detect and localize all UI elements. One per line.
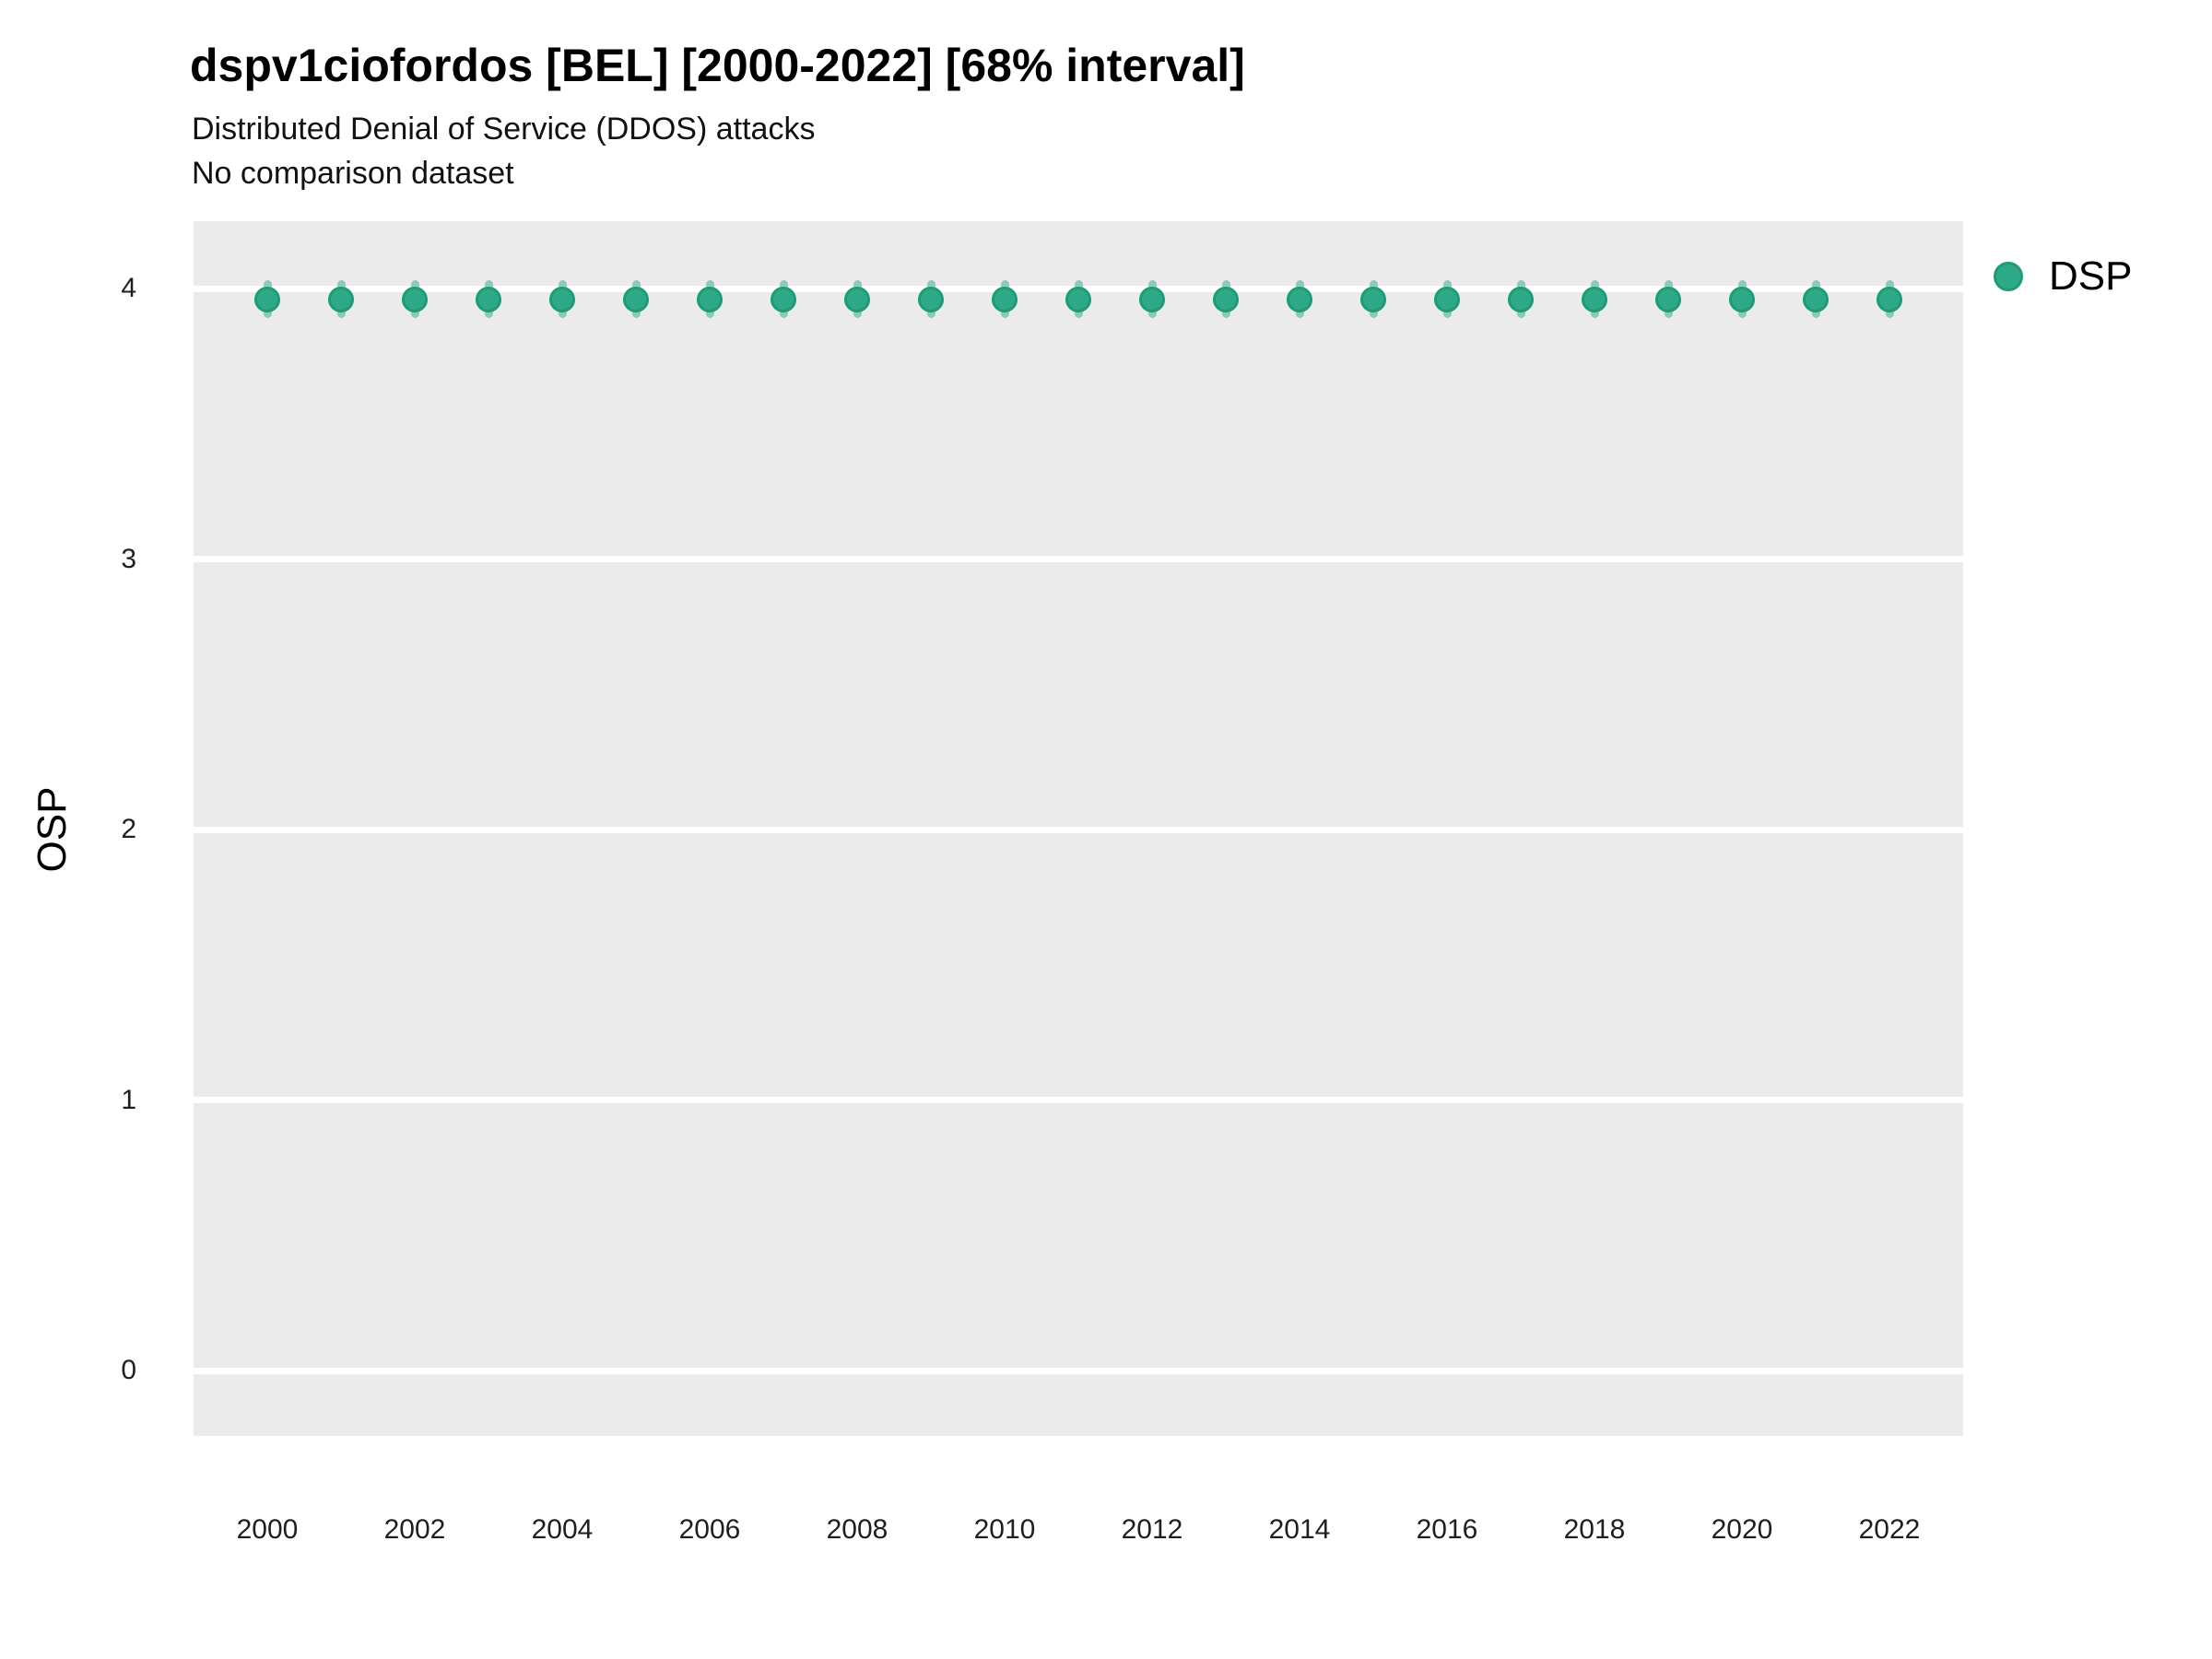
data-point-2006: [697, 286, 723, 312]
legend: DSP: [1994, 254, 2132, 299]
data-point-2019: [1655, 286, 1681, 312]
x-tick-label-2020: 2020: [1711, 1514, 1773, 1545]
data-point-2001: [328, 286, 354, 312]
data-point-2002: [402, 286, 428, 312]
data-point-2008: [844, 286, 870, 312]
y-tick-label-4: 4: [121, 273, 136, 303]
data-point-2015: [1360, 286, 1386, 312]
data-point-2021: [1803, 286, 1829, 312]
data-point-2007: [771, 286, 796, 312]
gridline-y-2: [194, 826, 1963, 833]
data-point-2014: [1287, 286, 1312, 312]
data-point-2017: [1508, 286, 1534, 312]
y-tick-label-0: 0: [121, 1355, 136, 1385]
gridline-y-1: [194, 1097, 1963, 1103]
plot-panel: [194, 221, 1963, 1436]
x-tick-label-2014: 2014: [1268, 1514, 1331, 1545]
chart-note: No comparison dataset: [192, 156, 514, 191]
data-point-2003: [476, 286, 501, 312]
data-point-2020: [1729, 286, 1755, 312]
x-tick-label-2010: 2010: [973, 1514, 1036, 1545]
data-point-2000: [254, 286, 280, 312]
x-tick-label-2018: 2018: [1563, 1514, 1626, 1545]
y-tick-label-2: 2: [121, 814, 136, 844]
data-point-2005: [623, 286, 649, 312]
x-tick-label-2012: 2012: [1121, 1514, 1183, 1545]
x-tick-label-2000: 2000: [236, 1514, 299, 1545]
gridline-y-3: [194, 556, 1963, 562]
data-point-2018: [1582, 286, 1607, 312]
y-tick-label-1: 1: [121, 1084, 136, 1115]
x-tick-label-2008: 2008: [826, 1514, 888, 1545]
x-tick-label-2022: 2022: [1858, 1514, 1921, 1545]
gridline-y-0: [194, 1367, 1963, 1374]
y-tick-label-3: 3: [121, 543, 136, 574]
data-point-2012: [1139, 286, 1165, 312]
legend-point-icon: [1994, 262, 2023, 291]
x-tick-label-2006: 2006: [678, 1514, 741, 1545]
x-tick-label-2016: 2016: [1416, 1514, 1478, 1545]
data-point-2009: [918, 286, 944, 312]
data-point-2016: [1434, 286, 1460, 312]
chart-title: dspv1ciofordos [BEL] [2000-2022] [68% in…: [190, 40, 1245, 91]
legend-label: DSP: [2049, 253, 2133, 299]
x-tick-label-2004: 2004: [531, 1514, 594, 1545]
chart-subtitle: Distributed Denial of Service (DDOS) att…: [192, 112, 816, 147]
data-point-2011: [1065, 286, 1091, 312]
data-point-2010: [992, 286, 1018, 312]
data-point-2004: [549, 286, 575, 312]
data-point-2013: [1213, 286, 1239, 312]
x-tick-label-2002: 2002: [383, 1514, 446, 1545]
data-point-2022: [1877, 286, 1902, 312]
